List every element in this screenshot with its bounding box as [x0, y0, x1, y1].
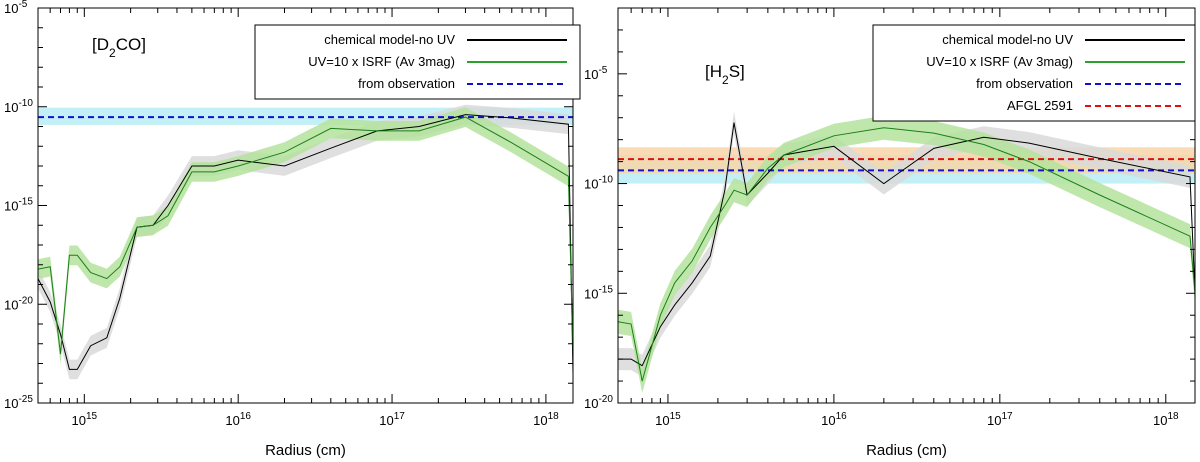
legend-label: chemical model-no UV [324, 32, 455, 47]
x-tick-label: 1015 [72, 411, 98, 428]
y-tick-label: 10-25 [4, 394, 33, 411]
y-tick-label: 10-10 [4, 98, 33, 115]
species-label: [D2CO] [92, 35, 146, 60]
x-tick-labels: 1015 1016 1017 1018 [655, 411, 1179, 428]
y-tick-label: 10-15 [584, 284, 613, 301]
series-bands [618, 111, 1195, 394]
y-tick-label: 10-15 [4, 197, 33, 214]
series-band [618, 115, 1195, 394]
panel-h2s: 1015 1016 1017 1018 10-20 10-15 10-10 10-5 Rad… [584, 7, 1196, 459]
axis-ticks [37, 7, 573, 404]
series-line [618, 122, 1195, 367]
legend: chemical model-no UV UV=10 x ISRF (Av 3ma… [872, 24, 1196, 122]
y-tick-label: 10-20 [4, 295, 33, 312]
series-band [38, 104, 573, 384]
x-tick-label: 1018 [533, 411, 559, 428]
observation-lines [618, 158, 1195, 172]
legend: chemical model-no UV UV=10 x ISRF (Av 3ma… [254, 24, 581, 100]
x-tick-label: 1016 [225, 411, 251, 428]
x-axis-label: Radius (cm) [866, 442, 947, 459]
series-lines [618, 122, 1195, 382]
legend-label: AFGL 2591 [1007, 98, 1073, 113]
y-tick-label: 10-10 [584, 175, 613, 192]
y-tick-labels: 10-25 10-20 10-15 10-10 10-5 [4, 0, 33, 411]
x-tick-labels: 1015 1016 1017 1018 [72, 411, 560, 428]
y-tick-labels: 10-20 10-15 10-10 10-5 [584, 65, 613, 411]
panel-d2co: 1015 1016 1017 1018 10-2510-2010-1510-1010-… [4, 0, 581, 459]
series-lines [38, 114, 573, 374]
legend-label: chemical model-no UV [942, 32, 1073, 47]
x-tick-label: 1017 [379, 411, 405, 428]
y-tick-label: 10-5 [4, 0, 28, 16]
series-bands [38, 104, 573, 384]
x-tick-label: 1017 [987, 411, 1013, 428]
x-tick-label: 1016 [821, 411, 847, 428]
legend-label: UV=10 x ISRF (Av 3mag) [926, 54, 1073, 69]
x-tick-label: 1015 [655, 411, 681, 428]
legend-label: from observation [976, 76, 1073, 91]
axis-ticks [617, 7, 1195, 404]
y-tick-label: 10-20 [584, 394, 613, 411]
x-tick-label: 1018 [1153, 411, 1179, 428]
series-line [618, 127, 1195, 382]
series-band [38, 107, 573, 364]
legend-label: from observation [358, 76, 455, 91]
y-tick-label: 10-5 [584, 65, 608, 82]
legend-label: UV=10 x ISRF (Av 3mag) [308, 54, 455, 69]
series-line [38, 114, 573, 374]
series-line [38, 116, 573, 355]
x-axis-label: Radius (cm) [265, 442, 346, 459]
species-label: [H2S] [705, 62, 745, 87]
